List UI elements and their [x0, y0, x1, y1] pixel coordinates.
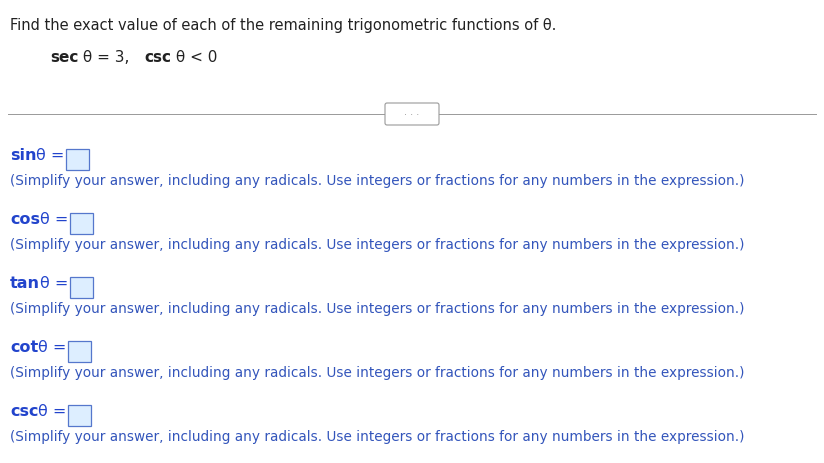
Text: (Simplify your answer, including any radicals. Use integers or fractions for any: (Simplify your answer, including any rad… [10, 365, 745, 379]
FancyBboxPatch shape [70, 277, 93, 298]
Text: cot: cot [10, 339, 38, 354]
Text: csc: csc [10, 403, 39, 418]
Text: cos: cos [10, 212, 40, 226]
FancyBboxPatch shape [385, 104, 439, 126]
Text: (Simplify your answer, including any radicals. Use integers or fractions for any: (Simplify your answer, including any rad… [10, 429, 745, 443]
Text: (Simplify your answer, including any radicals. Use integers or fractions for any: (Simplify your answer, including any rad… [10, 174, 745, 188]
Text: θ =: θ = [40, 212, 68, 226]
FancyBboxPatch shape [68, 405, 91, 425]
FancyBboxPatch shape [70, 213, 93, 234]
Text: sec: sec [50, 50, 78, 65]
Text: θ =: θ = [40, 275, 68, 290]
Text: tan: tan [10, 275, 40, 290]
Text: Find the exact value of each of the remaining trigonometric functions of θ.: Find the exact value of each of the rema… [10, 18, 556, 33]
Text: θ = 3,: θ = 3, [78, 50, 144, 65]
Text: θ =: θ = [39, 403, 67, 418]
FancyBboxPatch shape [67, 149, 89, 170]
Text: θ =: θ = [38, 339, 67, 354]
Text: (Simplify your answer, including any radicals. Use integers or fractions for any: (Simplify your answer, including any rad… [10, 238, 745, 251]
Text: · · ·: · · · [405, 110, 419, 120]
Text: csc: csc [144, 50, 171, 65]
Text: sin: sin [10, 148, 36, 163]
Text: (Simplify your answer, including any radicals. Use integers or fractions for any: (Simplify your answer, including any rad… [10, 301, 745, 315]
Text: θ =: θ = [36, 148, 65, 163]
FancyBboxPatch shape [68, 341, 91, 362]
Text: θ < 0: θ < 0 [171, 50, 218, 65]
